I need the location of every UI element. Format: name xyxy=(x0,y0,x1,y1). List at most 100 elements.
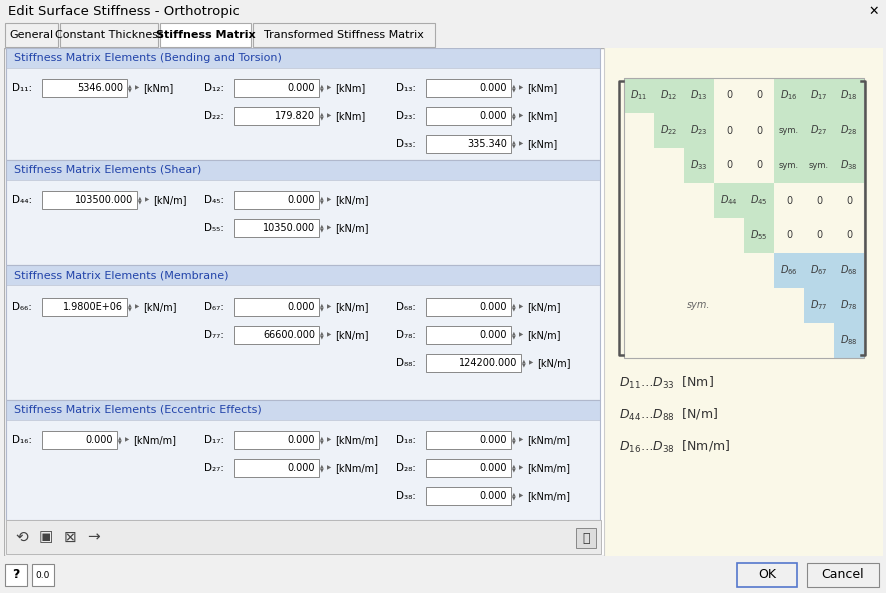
Text: Stiffness Matrix Elements (Eccentric Effects): Stiffness Matrix Elements (Eccentric Eff… xyxy=(14,405,261,415)
Bar xyxy=(5,564,27,586)
Bar xyxy=(42,431,117,449)
Text: D₁₆:: D₁₆: xyxy=(12,435,32,445)
Bar xyxy=(803,183,833,218)
Text: sym.: sym. xyxy=(778,161,798,170)
Text: ▲: ▲ xyxy=(511,435,515,441)
Bar xyxy=(6,400,599,420)
Text: [kNm]: [kNm] xyxy=(526,139,556,149)
Bar xyxy=(6,68,599,160)
Text: ▶: ▶ xyxy=(518,85,523,91)
Text: $D_{38}$: $D_{38}$ xyxy=(839,158,857,173)
Bar xyxy=(743,148,773,183)
Bar xyxy=(6,160,599,180)
Text: ▲: ▲ xyxy=(128,84,132,88)
Text: Cancel: Cancel xyxy=(820,569,863,582)
Bar xyxy=(833,148,863,183)
Text: 0: 0 xyxy=(785,231,791,241)
Bar xyxy=(773,218,803,253)
Text: General: General xyxy=(10,30,53,40)
Bar xyxy=(159,23,251,47)
Text: D₂₈:: D₂₈: xyxy=(395,463,416,473)
Text: 0.000: 0.000 xyxy=(479,83,507,93)
Text: ▲: ▲ xyxy=(320,464,323,468)
Bar xyxy=(5,23,58,47)
Text: [kNm/m]: [kNm/m] xyxy=(526,435,570,445)
Text: $D_{16}$: $D_{16}$ xyxy=(780,88,797,103)
Bar xyxy=(803,113,833,148)
Text: D₄₅:: D₄₅: xyxy=(204,195,224,205)
Bar xyxy=(623,78,653,113)
Text: [kNm]: [kNm] xyxy=(335,111,365,121)
Text: ▼: ▼ xyxy=(320,307,323,311)
Text: D₂₃:: D₂₃: xyxy=(395,111,416,121)
Text: ▼: ▼ xyxy=(128,88,132,93)
Bar xyxy=(234,431,319,449)
Bar xyxy=(743,218,773,253)
Text: ▲: ▲ xyxy=(522,359,525,364)
Bar xyxy=(833,78,863,113)
Text: $D_{66}$: $D_{66}$ xyxy=(780,264,797,278)
Text: [kN/m]: [kN/m] xyxy=(526,330,560,340)
Text: 0.000: 0.000 xyxy=(287,83,315,93)
Text: ▲: ▲ xyxy=(118,435,121,441)
Text: ▲: ▲ xyxy=(138,196,142,200)
Text: 0.000: 0.000 xyxy=(85,435,113,445)
Text: ▶: ▶ xyxy=(327,85,330,91)
Text: ▶: ▶ xyxy=(518,438,523,442)
Text: ▲: ▲ xyxy=(128,302,132,308)
Bar xyxy=(425,431,510,449)
Bar xyxy=(6,180,599,265)
Bar xyxy=(833,288,863,323)
Text: ▶: ▶ xyxy=(518,333,523,337)
Text: [kN/m]: [kN/m] xyxy=(335,195,368,205)
Text: ?: ? xyxy=(12,569,19,582)
Text: [kNm/m]: [kNm/m] xyxy=(335,435,377,445)
Text: [kNm]: [kNm] xyxy=(335,83,365,93)
Text: ▶: ▶ xyxy=(518,142,523,146)
Text: 0.0: 0.0 xyxy=(35,570,51,579)
Text: 124200.000: 124200.000 xyxy=(458,358,517,368)
Text: D₂₇:: D₂₇: xyxy=(204,463,223,473)
Bar xyxy=(42,298,127,316)
Text: ▼: ▼ xyxy=(511,439,515,445)
Bar xyxy=(6,520,601,554)
Bar xyxy=(653,78,683,113)
Text: ▲: ▲ xyxy=(320,111,323,116)
Bar xyxy=(234,79,319,97)
Text: $D_{17}$: $D_{17}$ xyxy=(809,88,827,103)
Bar xyxy=(743,183,773,218)
Text: $D_{12}$: $D_{12}$ xyxy=(659,88,677,103)
Text: ▼: ▼ xyxy=(320,199,323,205)
Text: ▲: ▲ xyxy=(511,302,515,308)
Bar xyxy=(803,148,833,183)
Text: 335.340: 335.340 xyxy=(467,139,507,149)
Bar xyxy=(234,219,319,237)
Text: Stiffness Matrix Elements (Bending and Torsion): Stiffness Matrix Elements (Bending and T… xyxy=(14,53,282,63)
Text: ▲: ▲ xyxy=(511,139,515,145)
Text: ▼: ▼ xyxy=(511,116,515,120)
Text: [kN/m]: [kN/m] xyxy=(526,302,560,312)
Bar xyxy=(6,265,599,285)
Bar xyxy=(773,253,803,288)
Text: D₃₃:: D₃₃: xyxy=(395,139,416,149)
Text: 5346.000: 5346.000 xyxy=(77,83,123,93)
Text: ▶: ▶ xyxy=(135,85,139,91)
Bar xyxy=(803,288,833,323)
Text: 0.000: 0.000 xyxy=(479,435,507,445)
Text: 0: 0 xyxy=(755,161,761,171)
Text: ▶: ▶ xyxy=(528,361,532,365)
Text: $D_{68}$: $D_{68}$ xyxy=(839,264,857,278)
Text: ▶: ▶ xyxy=(327,225,330,231)
Text: ▲: ▲ xyxy=(320,224,323,228)
Bar xyxy=(425,298,510,316)
Text: ⊠: ⊠ xyxy=(64,530,76,544)
Text: Stiffness Matrix Elements (Shear): Stiffness Matrix Elements (Shear) xyxy=(14,165,201,175)
Bar xyxy=(833,218,863,253)
Bar xyxy=(713,78,743,113)
Text: ▼: ▼ xyxy=(320,88,323,93)
Text: ▼: ▼ xyxy=(320,334,323,340)
Text: $D_{11}\ldots D_{33}$  [Nm]: $D_{11}\ldots D_{33}$ [Nm] xyxy=(618,375,713,391)
Text: $D_{13}$: $D_{13}$ xyxy=(689,88,707,103)
Text: [kNm]: [kNm] xyxy=(526,111,556,121)
Text: [kN/m]: [kN/m] xyxy=(335,330,368,340)
